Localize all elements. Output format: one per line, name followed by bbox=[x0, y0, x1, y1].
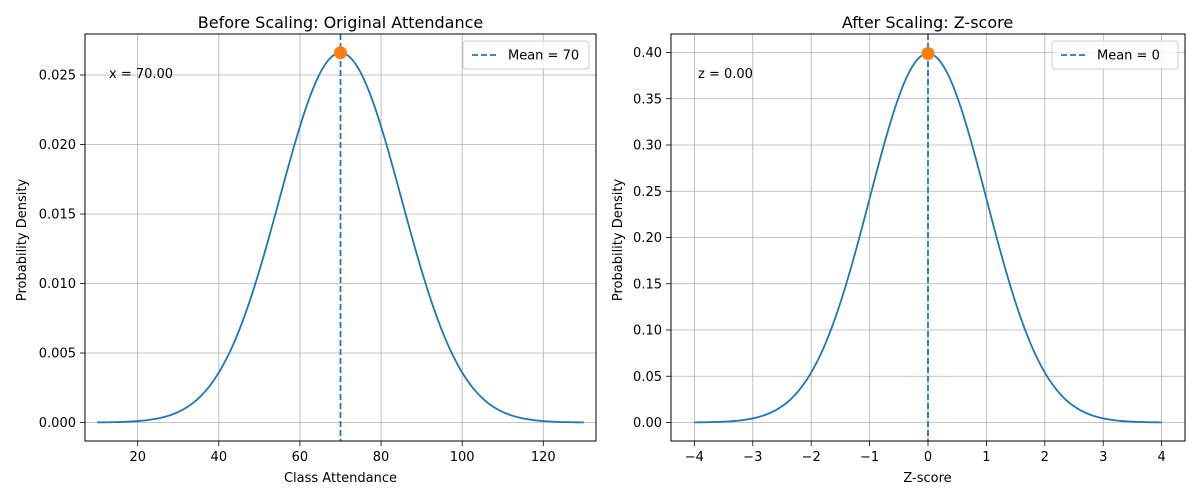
x-tick-label: 80 bbox=[373, 450, 390, 465]
plot-area bbox=[694, 34, 1162, 441]
legend-box bbox=[1051, 40, 1179, 70]
x-tick-label: 120 bbox=[531, 450, 556, 465]
chart-panel-before-scaling: Before Scaling: Original Attendance Clas… bbox=[15, 13, 597, 486]
axis-ticks: −4 −3 −2 −1 0 1 2 3 4 0.00 0.05 0.10 0.15 0.20 0.25 0.3… bbox=[633, 46, 1166, 465]
x-tick-label: −2 bbox=[802, 450, 821, 465]
legend: Mean = 70 bbox=[462, 40, 590, 70]
y-axis-label: Probability Density bbox=[15, 179, 30, 302]
peak-marker bbox=[334, 46, 347, 60]
y-tick-label: 0.10 bbox=[633, 324, 662, 339]
y-tick-label: 0.40 bbox=[633, 46, 662, 61]
y-tick-label: 0.00 bbox=[633, 416, 662, 431]
y-tick-label: 0.15 bbox=[633, 277, 662, 292]
axis-ticks: 20 40 60 80 100 120 0.000 0.005 0.010 0.015 0.020 0… bbox=[39, 69, 556, 465]
x-tick-label: −4 bbox=[685, 450, 704, 465]
y-tick-label: 0.20 bbox=[633, 231, 662, 246]
x-tick-label: 4 bbox=[1157, 450, 1165, 465]
y-tick-label: 0.005 bbox=[39, 347, 76, 362]
y-axis-label: Probability Density bbox=[611, 179, 626, 302]
y-tick-label: 0.025 bbox=[39, 69, 76, 84]
y-tick-label: 0.010 bbox=[39, 277, 76, 292]
grid bbox=[85, 34, 596, 441]
annotation-text: x = 70.00 bbox=[109, 67, 173, 82]
y-tick-label: 0.000 bbox=[39, 416, 76, 431]
x-tick-label: 2 bbox=[1041, 450, 1049, 465]
y-tick-label: 0.05 bbox=[633, 370, 662, 385]
y-tick-label: 0.30 bbox=[633, 139, 662, 154]
chart-title: Before Scaling: Original Attendance bbox=[198, 13, 483, 32]
legend-label: Mean = 70 bbox=[508, 49, 579, 64]
x-tick-label: 3 bbox=[1099, 450, 1107, 465]
annotation-text: z = 0.00 bbox=[698, 67, 753, 82]
x-tick-label: 40 bbox=[211, 450, 228, 465]
x-tick-label: 0 bbox=[924, 450, 932, 465]
x-tick-label: 100 bbox=[450, 450, 475, 465]
legend-label: Mean = 0 bbox=[1097, 49, 1160, 64]
chart-title: After Scaling: Z-score bbox=[842, 13, 1013, 32]
y-tick-label: 0.35 bbox=[633, 92, 662, 107]
x-tick-label: −3 bbox=[743, 450, 762, 465]
y-tick-label: 0.015 bbox=[39, 208, 76, 223]
x-axis-label: Class Attendance bbox=[284, 471, 397, 486]
x-axis-label: Z-score bbox=[903, 471, 951, 486]
x-tick-label: 60 bbox=[292, 450, 309, 465]
peak-marker bbox=[921, 47, 935, 61]
axes-frame bbox=[670, 33, 1186, 442]
plot-area bbox=[97, 34, 584, 441]
axes-frame bbox=[84, 33, 597, 442]
legend: Mean = 0 bbox=[1051, 40, 1179, 70]
legend-box bbox=[462, 40, 590, 70]
x-tick-label: 1 bbox=[982, 450, 990, 465]
y-tick-label: 0.25 bbox=[633, 185, 662, 200]
x-tick-label: 20 bbox=[129, 450, 146, 465]
x-tick-label: −1 bbox=[860, 450, 879, 465]
chart-panel-after-scaling: After Scaling: Z-score Z-score Probabili… bbox=[611, 13, 1186, 486]
y-tick-label: 0.020 bbox=[39, 138, 76, 153]
